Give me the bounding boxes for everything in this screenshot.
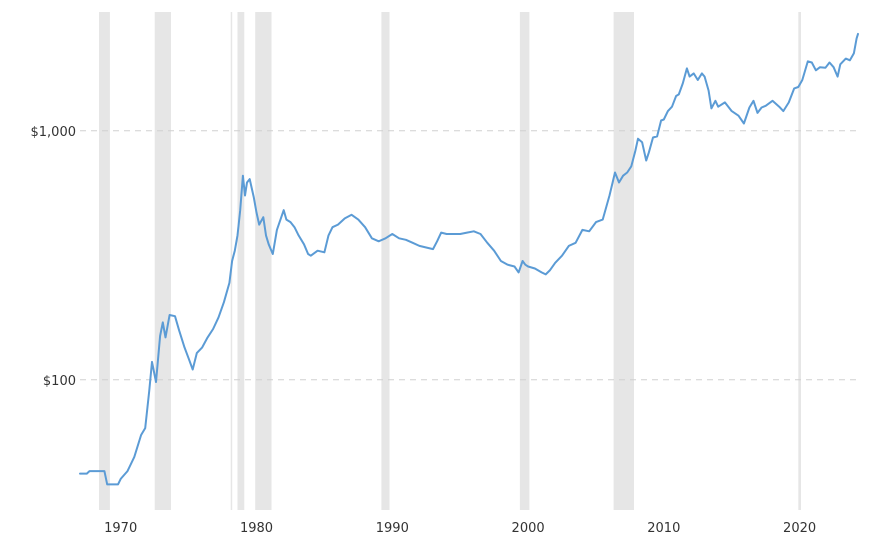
gold-price-line	[79, 32, 859, 486]
x-tick-label-1970: 1970	[104, 521, 137, 536]
y-tick-labels: $100 $1,000	[31, 125, 77, 389]
grid-layer	[80, 130, 858, 381]
recession-band-1	[99, 12, 110, 510]
y-tick-label-1000: $1,000	[31, 125, 77, 140]
recession-shading-layer	[99, 12, 801, 510]
recession-band-9	[798, 12, 801, 510]
y-tick-label-100: $100	[43, 374, 76, 389]
recession-band-6	[381, 12, 390, 510]
x-tick-label-2000: 2000	[512, 521, 545, 536]
recession-band-5	[255, 12, 272, 510]
x-tick-labels: 1970 1980 1990 2000 2010 2020	[104, 521, 816, 536]
recession-band-7	[519, 12, 530, 510]
recession-band-4	[237, 12, 245, 510]
x-tick-label-2020: 2020	[783, 521, 816, 536]
x-tick-label-1980: 1980	[240, 521, 273, 536]
recession-band-2	[154, 12, 171, 510]
recession-band-8	[613, 12, 634, 510]
x-tick-label-1990: 1990	[376, 521, 409, 536]
x-tick-label-2010: 2010	[647, 521, 680, 536]
series-layer	[79, 32, 859, 486]
